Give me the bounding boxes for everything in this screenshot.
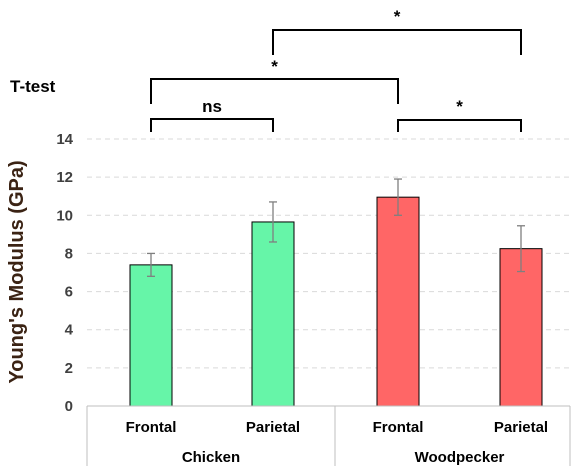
bar xyxy=(499,248,543,407)
bar xyxy=(376,196,420,407)
error-bars xyxy=(147,178,525,277)
y-tick-label: 4 xyxy=(65,322,74,339)
category-label: Frontal xyxy=(126,419,177,436)
bars xyxy=(129,196,543,407)
y-tick-label: 2 xyxy=(65,360,73,377)
category-label: Frontal xyxy=(373,419,424,436)
significance-label: * xyxy=(394,7,401,26)
category-label: Parietal xyxy=(246,419,300,436)
bar xyxy=(129,264,173,407)
group-label: Woodpecker xyxy=(415,449,505,466)
y-tick-label: 8 xyxy=(65,245,73,262)
group-label: Chicken xyxy=(182,449,240,466)
y-tick-label: 10 xyxy=(56,207,73,224)
y-tick-label: 14 xyxy=(56,131,73,148)
category-labels: Frontal Parietal Frontal Parietal Chicken Woo… xyxy=(126,419,549,466)
significance-label: * xyxy=(271,57,278,76)
y-tick-labels: 0 2 4 6 8 10 12 14 xyxy=(56,131,73,415)
t-test-label: T-test xyxy=(10,77,56,96)
significance-bracket xyxy=(150,118,274,132)
significance-label: * xyxy=(456,97,463,116)
significance-label: ns xyxy=(202,97,222,116)
y-tick-label: 12 xyxy=(56,169,73,186)
significance-brackets: ns * * * xyxy=(150,7,522,132)
y-tick-label: 6 xyxy=(65,284,73,301)
y-tick-label: 0 xyxy=(65,398,73,415)
y-axis-label: Young's Modulus (GPa) xyxy=(6,160,28,383)
significance-bracket xyxy=(397,119,522,132)
bar xyxy=(251,221,295,407)
significance-bracket xyxy=(272,29,522,55)
category-label: Parietal xyxy=(494,419,548,436)
axes xyxy=(86,405,571,466)
significance-bracket xyxy=(150,78,399,104)
